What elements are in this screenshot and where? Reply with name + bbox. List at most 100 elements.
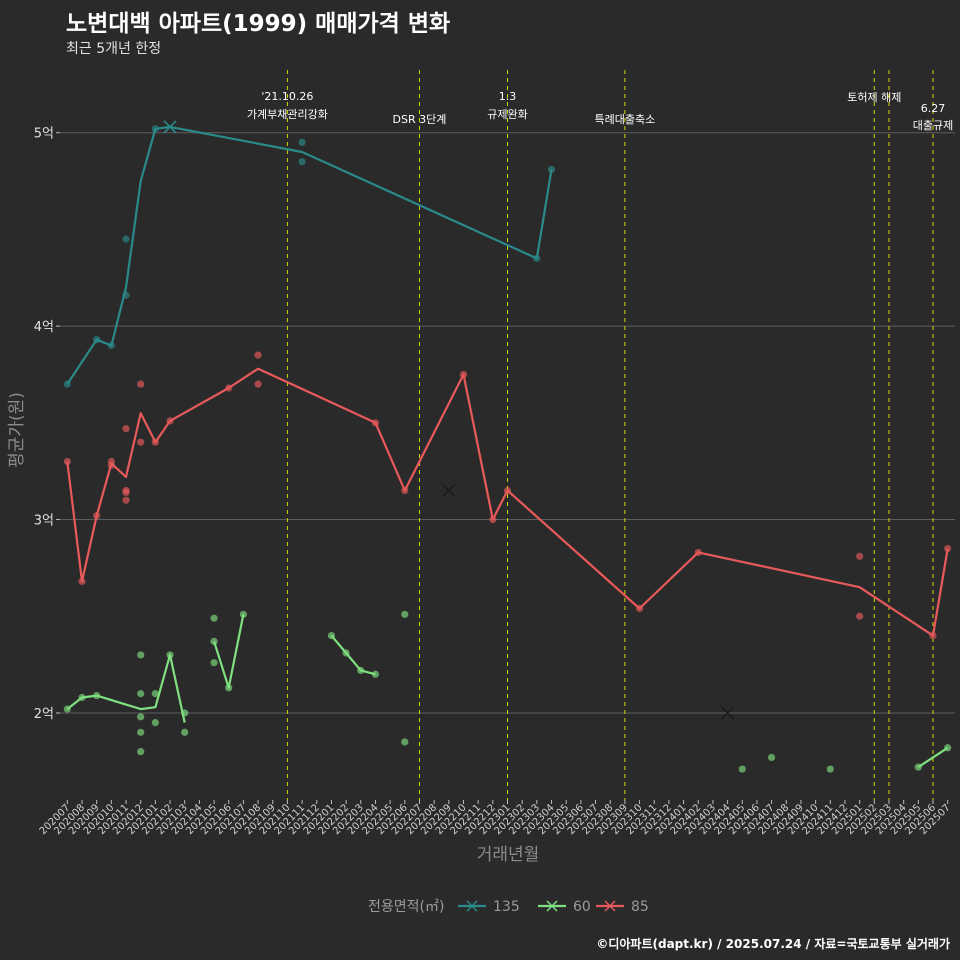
data-point-60 — [342, 649, 350, 657]
x-axis-ticks: 2020072020082020092020102020112020122021… — [38, 800, 953, 837]
data-point-135 — [151, 125, 159, 133]
data-point-135 — [122, 235, 130, 243]
data-point-85 — [122, 496, 130, 504]
data-point-60 — [914, 763, 922, 771]
cross-marker-135 — [163, 120, 177, 134]
data-point-60 — [78, 693, 86, 702]
data-point-85 — [856, 552, 864, 560]
data-point-60 — [181, 709, 189, 717]
event-label: 토허제 해제 — [847, 90, 901, 104]
ytick-label: 5억 — [34, 127, 54, 142]
data-point-85 — [107, 461, 115, 469]
ytick-label: 4억 — [34, 320, 54, 335]
data-point-85 — [254, 351, 262, 359]
data-points — [63, 120, 952, 773]
data-point-60 — [767, 753, 776, 762]
data-point-60 — [210, 614, 218, 622]
source-caption: ©디아파트(dapt.kr) / 2025.07.24 / 자료=국토교통부 실… — [596, 937, 950, 951]
event-label: 1.3 — [499, 90, 517, 103]
event-label: 특례대출축소 — [595, 113, 656, 126]
data-point-60 — [151, 690, 159, 698]
data-point-60 — [137, 690, 145, 698]
data-point-60 — [137, 713, 145, 721]
data-point-135 — [298, 158, 306, 166]
series-line-60 — [917, 746, 949, 769]
data-point-135 — [122, 291, 130, 299]
event-label: 6.27 — [921, 102, 946, 115]
event-label: 규제완화 — [487, 108, 527, 121]
y-axis-title: 평균가(원) — [7, 392, 27, 468]
data-point-85 — [254, 380, 262, 388]
data-point-135 — [533, 254, 541, 263]
data-point-85 — [225, 384, 233, 392]
data-point-60 — [210, 637, 218, 645]
data-point-85 — [929, 631, 937, 640]
legend-label-60: 60 — [573, 899, 591, 915]
y-axis-ticks: 2억 3억 4억 5억 — [34, 127, 60, 722]
series-line-60 — [213, 614, 245, 689]
series-line-135 — [66, 125, 553, 385]
series-line-60 — [66, 653, 186, 723]
data-point-60 — [225, 684, 233, 692]
legend-marker-60 — [546, 900, 558, 912]
data-point-85 — [93, 512, 101, 520]
data-point-85 — [635, 604, 644, 613]
legend: 전용면적(㎡) 135 60 85 — [368, 899, 649, 915]
cross-marker-85 — [721, 706, 735, 720]
data-point-60 — [239, 610, 248, 618]
data-point-60 — [401, 610, 409, 618]
chart-subtitle: 최근 5개년 한정 — [66, 41, 162, 57]
data-point-60 — [401, 738, 409, 746]
data-point-60 — [137, 651, 145, 659]
data-point-60 — [63, 705, 71, 713]
data-point-60 — [137, 728, 145, 736]
event-lines: '21.10.26 가계부채관리강화 DSR 3단계 1.3 규제완화 특례대출축소 토허제… — [247, 70, 953, 800]
cross-marker-85 — [442, 483, 456, 498]
data-point-135 — [63, 380, 71, 388]
event-label: 대출규제 — [913, 119, 953, 132]
data-point-85 — [944, 544, 952, 553]
data-point-135 — [547, 165, 556, 174]
data-point-85 — [137, 438, 145, 446]
ytick-label: 2억 — [34, 707, 54, 722]
data-point-85 — [489, 515, 497, 524]
event-label: 가계부채관리강화 — [247, 108, 328, 121]
chart-title: 노변대백 아파트(1999) 매매가격 변화 — [66, 11, 451, 37]
data-point-135 — [107, 341, 115, 350]
data-point-135 — [298, 138, 306, 146]
x-axis-title: 거래년월 — [477, 845, 540, 865]
data-point-60 — [181, 728, 189, 736]
ytick-label: 3억 — [34, 514, 54, 529]
data-point-60 — [738, 765, 746, 773]
data-point-85 — [122, 488, 130, 497]
data-point-60 — [371, 670, 380, 678]
data-point-85 — [151, 438, 159, 446]
data-point-85 — [78, 577, 86, 586]
series-line-60 — [330, 634, 376, 676]
data-point-85 — [166, 417, 174, 425]
legend-marker-85 — [604, 900, 616, 912]
data-point-60 — [93, 691, 101, 700]
data-point-60 — [944, 744, 952, 752]
data-point-85 — [401, 486, 409, 495]
data-point-85 — [63, 457, 71, 466]
data-point-60 — [210, 659, 218, 667]
event-label: DSR 3단계 — [393, 113, 447, 126]
legend-title: 전용면적(㎡) — [368, 899, 444, 915]
data-point-85 — [694, 548, 702, 557]
data-point-60 — [137, 748, 145, 756]
data-point-60 — [166, 651, 174, 659]
legend-label-85: 85 — [631, 899, 649, 915]
legend-label-135: 135 — [493, 899, 520, 915]
data-point-60 — [327, 631, 336, 640]
data-point-60 — [357, 666, 365, 675]
data-point-60 — [826, 765, 834, 773]
data-point-85 — [371, 419, 380, 427]
event-label: '21.10.26 — [261, 90, 313, 103]
data-point-135 — [93, 336, 101, 344]
data-point-60 — [151, 719, 159, 727]
data-point-85 — [459, 370, 468, 379]
legend-marker-135 — [466, 900, 478, 912]
data-point-85 — [122, 425, 130, 433]
